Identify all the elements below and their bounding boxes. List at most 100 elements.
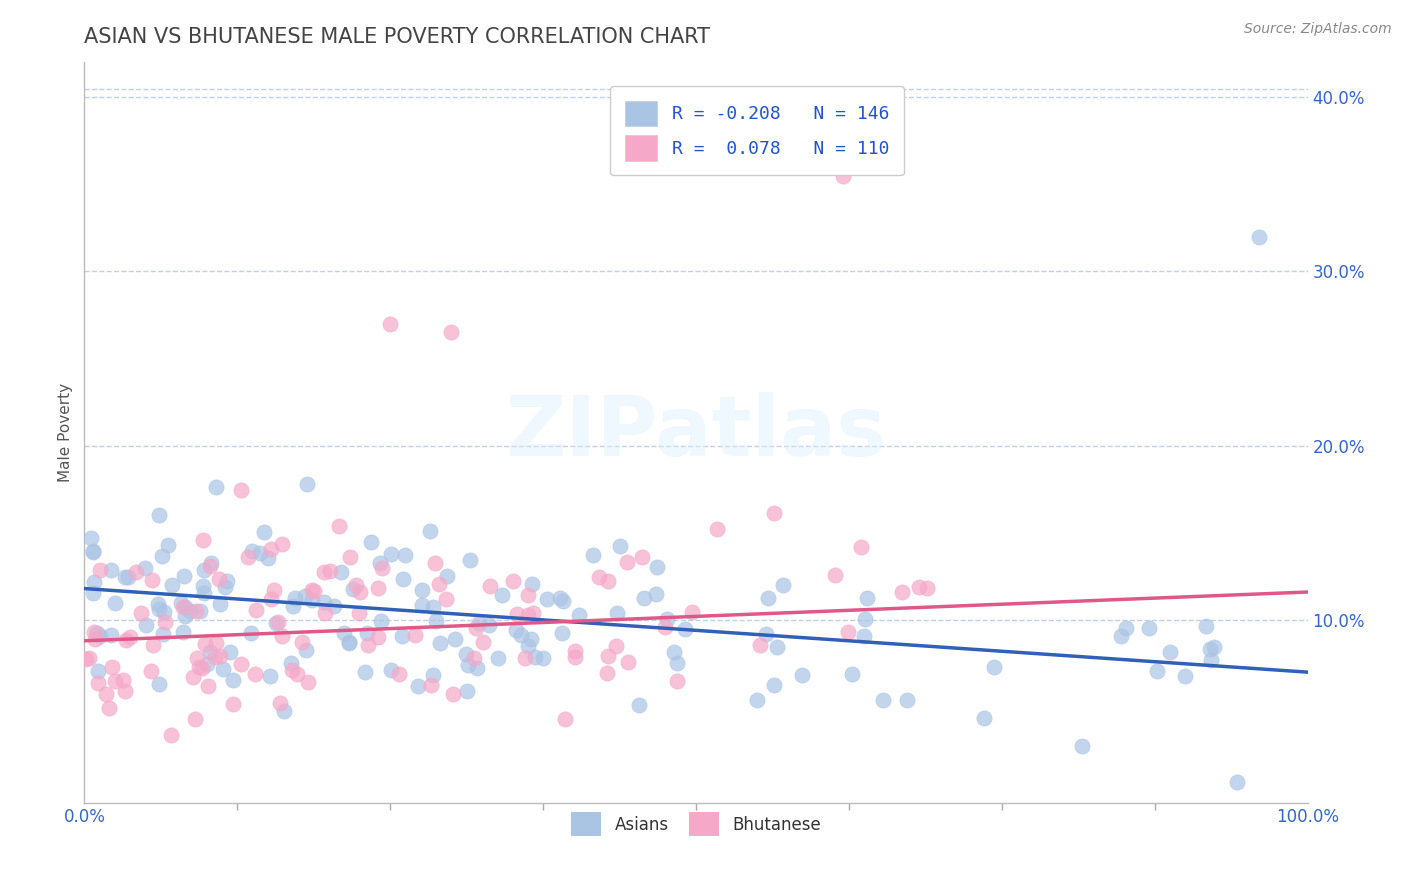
Point	[297, 675, 319, 690]
Point	[1070, 739, 1092, 753]
Point	[408, 680, 430, 694]
Point	[281, 599, 304, 613]
Point	[360, 535, 382, 549]
Point	[790, 668, 813, 682]
Point	[240, 544, 263, 558]
Point	[212, 662, 235, 676]
Point	[491, 588, 513, 602]
Point	[342, 582, 364, 596]
Point	[160, 727, 183, 741]
Point	[129, 606, 152, 620]
Point	[520, 576, 543, 591]
Point	[502, 574, 524, 589]
Point	[184, 604, 207, 618]
Point	[160, 577, 183, 591]
Point	[193, 563, 215, 577]
Point	[337, 636, 360, 650]
Point	[173, 609, 195, 624]
Point	[596, 574, 619, 589]
Point	[191, 579, 214, 593]
Point	[616, 556, 638, 570]
Point	[356, 626, 378, 640]
Point	[83, 575, 105, 590]
Point	[609, 539, 631, 553]
Point	[111, 673, 134, 687]
Point	[380, 547, 402, 561]
Point	[172, 624, 194, 639]
Point	[97, 700, 120, 714]
Point	[266, 615, 288, 630]
Point	[763, 506, 786, 520]
Point	[344, 578, 367, 592]
Point	[104, 596, 127, 610]
Point	[148, 601, 170, 615]
Point	[198, 558, 221, 573]
Point	[152, 627, 174, 641]
Point	[141, 573, 163, 587]
Point	[172, 599, 194, 614]
Point	[419, 524, 441, 539]
Point	[1115, 622, 1137, 636]
Point	[516, 640, 538, 654]
Point	[193, 586, 215, 600]
Point	[148, 677, 170, 691]
Point	[281, 663, 304, 677]
Point	[454, 647, 477, 661]
Point	[596, 649, 619, 664]
Point	[427, 576, 450, 591]
Point	[200, 645, 222, 659]
Point	[606, 606, 628, 620]
Point	[380, 664, 402, 678]
Point	[908, 580, 931, 594]
Point	[82, 586, 104, 600]
Point	[457, 657, 479, 672]
Point	[146, 597, 169, 611]
Point	[755, 627, 778, 641]
Point	[193, 533, 215, 547]
Point	[239, 625, 262, 640]
Point	[269, 697, 291, 711]
Point	[204, 480, 226, 494]
Point	[120, 630, 142, 644]
Point	[440, 326, 463, 340]
Point	[915, 581, 938, 595]
Point	[141, 664, 163, 678]
Point	[464, 622, 486, 636]
Point	[357, 638, 380, 652]
Point	[208, 572, 231, 586]
Point	[82, 545, 104, 559]
Point	[222, 673, 245, 688]
Point	[391, 572, 413, 586]
Point	[633, 591, 655, 605]
Point	[215, 574, 238, 588]
Point	[339, 549, 361, 564]
Point	[463, 650, 485, 665]
Point	[200, 556, 222, 570]
Point	[219, 645, 242, 659]
Point	[554, 712, 576, 726]
Point	[550, 591, 572, 606]
Point	[681, 605, 703, 619]
Point	[468, 616, 491, 631]
Point	[645, 559, 668, 574]
Point	[349, 584, 371, 599]
Point	[1146, 664, 1168, 678]
Text: ASIAN VS BHUTANESE MALE POVERTY CORRELATION CHART: ASIAN VS BHUTANESE MALE POVERTY CORRELAT…	[84, 27, 710, 47]
Point	[104, 674, 127, 689]
Point	[564, 644, 586, 658]
Point	[150, 549, 173, 564]
Point	[260, 591, 283, 606]
Point	[257, 550, 280, 565]
Point	[83, 632, 105, 646]
Point	[478, 579, 501, 593]
Point	[983, 660, 1005, 674]
Point	[523, 650, 546, 665]
Text: Source: ZipAtlas.com: Source: ZipAtlas.com	[1244, 22, 1392, 37]
Point	[253, 525, 276, 540]
Point	[294, 589, 316, 603]
Point	[273, 704, 295, 718]
Point	[655, 612, 678, 626]
Point	[654, 620, 676, 634]
Point	[404, 628, 426, 642]
Point	[666, 673, 689, 688]
